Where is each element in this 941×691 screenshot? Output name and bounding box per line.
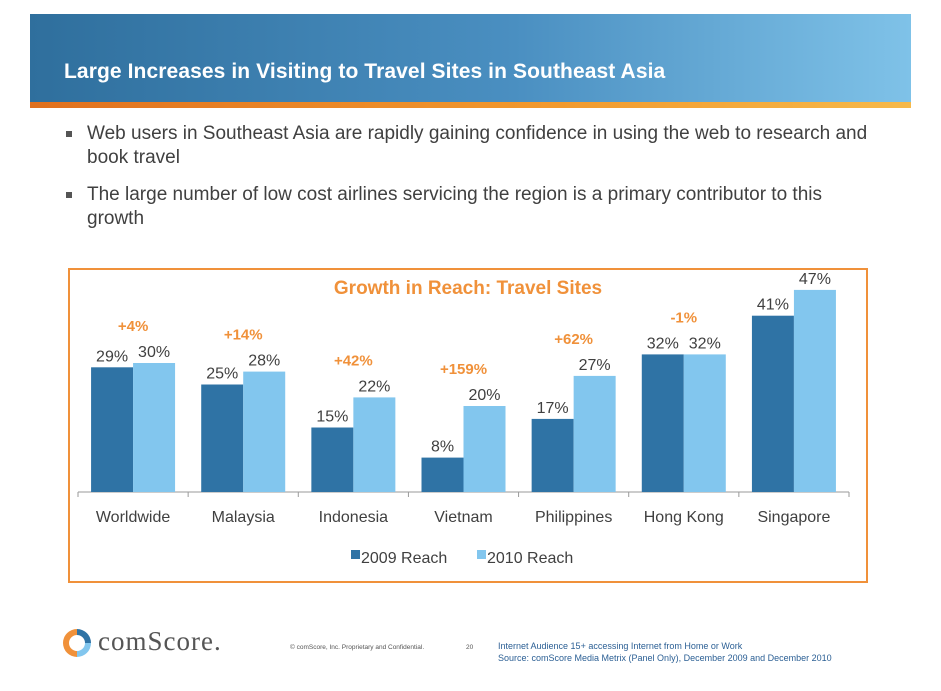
header-band <box>30 14 911 102</box>
source-line-2: Source: comScore Media Metrix (Panel Onl… <box>498 653 832 663</box>
data-label-2009: 25% <box>206 366 238 383</box>
legend-label-2009: 2009 Reach <box>361 550 447 567</box>
data-label-2010: 27% <box>579 357 611 374</box>
bar-2010-vietnam <box>463 406 506 492</box>
bullet-text: The large number of low cost airlines se… <box>87 184 822 229</box>
legend-label-2010: 2010 Reach <box>487 550 573 567</box>
bar-chart: Growth in Reach: Travel Sites 29% 30% +4% W… <box>77 271 850 567</box>
category-label: Singapore <box>757 509 830 526</box>
bar-2009-vietnam <box>421 457 464 492</box>
header-accent-rule <box>30 102 911 108</box>
bar-2010-indonesia <box>353 397 396 492</box>
category-label: Hong Kong <box>644 509 724 526</box>
copyright-notice: © comScore, Inc. Proprietary and Confide… <box>290 644 425 651</box>
legend-swatch-2010 <box>477 550 486 559</box>
page-number: 20 <box>466 644 474 651</box>
data-label-2010: 28% <box>248 353 280 370</box>
bullet-text: Web users in Southeast Asia are rapidly … <box>87 123 868 168</box>
category-label: Indonesia <box>319 509 388 526</box>
growth-label: +159% <box>440 361 487 378</box>
comscore-logo-text: comScore. <box>98 626 222 656</box>
bar-2009-hong-kong <box>641 354 684 492</box>
data-label-2010: 47% <box>799 271 831 288</box>
category-label: Philippines <box>535 509 612 526</box>
bar-2010-singapore <box>793 289 836 492</box>
data-label-2010: 32% <box>689 335 721 352</box>
data-label-2009: 8% <box>431 439 454 456</box>
bullet-item: The large number of low cost airlines se… <box>66 183 881 231</box>
legend-swatch-2009 <box>351 550 360 559</box>
growth-label: -1% <box>670 309 697 326</box>
data-label-2009: 32% <box>647 335 679 352</box>
growth-label: +62% <box>554 331 593 348</box>
bullet-square-icon <box>66 131 72 137</box>
data-label-2009: 17% <box>537 400 569 417</box>
category-label: Vietnam <box>434 509 492 526</box>
bar-2009-philippines <box>531 418 574 492</box>
chart-title: Growth in Reach: Travel Sites <box>334 278 602 299</box>
bullet-item: Web users in Southeast Asia are rapidly … <box>66 122 881 170</box>
growth-label: +14% <box>224 327 263 344</box>
category-label: Worldwide <box>96 509 171 526</box>
data-label-2009: 29% <box>96 348 128 365</box>
bar-2009-singapore <box>751 315 794 492</box>
data-label-2010: 20% <box>468 387 500 404</box>
chart-marks: 29% 30% +4% Worldwide 25% 28% +14% Malaysia 15% 2… <box>77 271 850 526</box>
bar-2010-hong-kong <box>683 354 726 492</box>
bar-2010-philippines <box>573 375 616 492</box>
data-label-2010: 22% <box>358 378 390 395</box>
data-label-2009: 15% <box>316 409 348 426</box>
chart-legend: 2009 Reach 2010 Reach <box>351 550 573 567</box>
bullet-square-icon <box>66 192 72 198</box>
slide-title: Large Increases in Visiting to Travel Si… <box>64 60 666 83</box>
bar-2009-worldwide <box>91 367 134 492</box>
growth-label: +42% <box>334 352 373 369</box>
comscore-logo-icon <box>63 629 91 657</box>
data-label-2010: 30% <box>138 344 170 361</box>
category-label: Malaysia <box>212 509 275 526</box>
source-line-1: Internet Audience 15+ accessing Internet… <box>498 641 743 651</box>
bullet-list: Web users in Southeast Asia are rapidly … <box>66 122 881 244</box>
bar-2010-malaysia <box>243 371 286 492</box>
data-label-2009: 41% <box>757 297 789 314</box>
bar-2010-worldwide <box>133 363 176 492</box>
source-note: Internet Audience 15+ accessing Internet… <box>498 640 832 664</box>
chart-frame <box>68 268 868 583</box>
bar-2009-indonesia <box>311 427 354 492</box>
growth-label: +4% <box>118 318 148 335</box>
bar-2009-malaysia <box>201 384 244 492</box>
